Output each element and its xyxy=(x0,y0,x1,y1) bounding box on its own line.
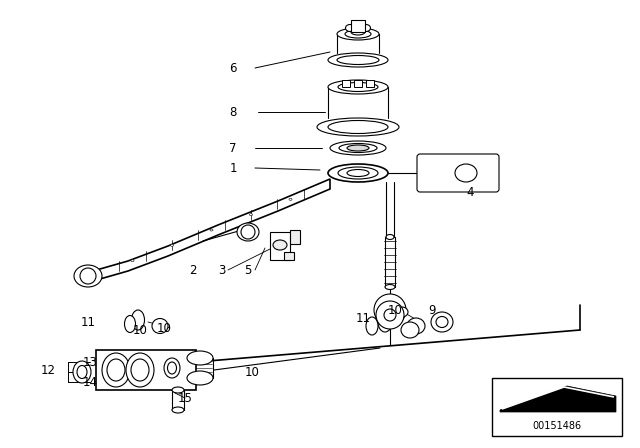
Ellipse shape xyxy=(347,169,369,177)
Ellipse shape xyxy=(346,25,355,31)
FancyBboxPatch shape xyxy=(417,154,499,192)
Ellipse shape xyxy=(187,351,213,365)
Ellipse shape xyxy=(273,240,287,250)
Ellipse shape xyxy=(131,260,134,262)
Circle shape xyxy=(374,294,406,326)
Ellipse shape xyxy=(168,362,177,374)
Text: 15: 15 xyxy=(177,392,193,405)
Ellipse shape xyxy=(338,82,378,91)
Ellipse shape xyxy=(431,312,453,332)
Ellipse shape xyxy=(73,361,91,383)
Ellipse shape xyxy=(339,143,377,152)
Bar xyxy=(366,80,374,87)
Ellipse shape xyxy=(436,316,448,327)
Ellipse shape xyxy=(337,28,379,40)
Ellipse shape xyxy=(366,317,378,335)
Ellipse shape xyxy=(386,234,394,240)
Text: 9: 9 xyxy=(428,303,436,316)
Text: 10: 10 xyxy=(388,303,403,316)
Ellipse shape xyxy=(338,167,378,179)
Ellipse shape xyxy=(131,310,145,330)
Ellipse shape xyxy=(337,56,379,65)
Ellipse shape xyxy=(107,359,125,381)
Ellipse shape xyxy=(74,265,102,287)
Text: 10: 10 xyxy=(244,366,259,379)
Ellipse shape xyxy=(378,312,392,332)
Ellipse shape xyxy=(351,29,365,35)
Ellipse shape xyxy=(455,164,477,182)
Ellipse shape xyxy=(187,371,213,385)
Ellipse shape xyxy=(152,319,168,333)
Text: 1: 1 xyxy=(229,161,237,175)
Text: 10: 10 xyxy=(132,323,147,336)
Bar xyxy=(290,230,300,244)
Ellipse shape xyxy=(354,23,362,30)
Ellipse shape xyxy=(330,141,386,155)
Text: 11: 11 xyxy=(355,311,371,324)
Ellipse shape xyxy=(77,366,87,379)
Ellipse shape xyxy=(170,244,173,246)
Text: 2: 2 xyxy=(189,263,196,276)
Bar xyxy=(284,252,294,260)
Ellipse shape xyxy=(131,359,149,381)
Ellipse shape xyxy=(396,307,408,317)
Text: 7: 7 xyxy=(229,142,237,155)
Ellipse shape xyxy=(250,214,253,215)
Bar xyxy=(351,20,365,32)
Ellipse shape xyxy=(210,229,213,231)
Text: 13: 13 xyxy=(83,356,97,369)
Bar xyxy=(492,378,622,436)
Text: 10: 10 xyxy=(157,322,172,335)
Circle shape xyxy=(241,225,255,239)
Ellipse shape xyxy=(328,121,388,134)
Ellipse shape xyxy=(164,358,180,378)
Circle shape xyxy=(376,301,404,329)
Bar xyxy=(342,80,350,87)
Circle shape xyxy=(80,268,96,284)
Ellipse shape xyxy=(237,223,259,241)
Ellipse shape xyxy=(172,407,184,413)
Polygon shape xyxy=(93,179,330,281)
Text: 11: 11 xyxy=(81,315,95,328)
Ellipse shape xyxy=(362,25,371,31)
Text: 5: 5 xyxy=(244,263,252,276)
Text: 12: 12 xyxy=(40,363,56,376)
Text: 3: 3 xyxy=(218,263,226,276)
Ellipse shape xyxy=(102,353,130,387)
Ellipse shape xyxy=(328,80,388,94)
Text: 4: 4 xyxy=(467,185,474,198)
Ellipse shape xyxy=(407,318,425,334)
Bar xyxy=(354,80,362,87)
Ellipse shape xyxy=(172,387,184,393)
Ellipse shape xyxy=(345,30,371,38)
Bar xyxy=(96,350,196,390)
Ellipse shape xyxy=(125,315,136,332)
Ellipse shape xyxy=(317,118,399,136)
Text: 6: 6 xyxy=(229,61,237,74)
Polygon shape xyxy=(500,386,616,412)
Bar xyxy=(270,232,290,260)
Text: 00151486: 00151486 xyxy=(532,421,582,431)
Ellipse shape xyxy=(328,164,388,182)
Ellipse shape xyxy=(126,353,154,387)
Ellipse shape xyxy=(385,284,395,289)
Ellipse shape xyxy=(328,53,388,67)
Ellipse shape xyxy=(401,322,419,338)
Text: 8: 8 xyxy=(229,105,237,119)
Ellipse shape xyxy=(289,198,292,200)
Text: 14: 14 xyxy=(83,375,97,388)
Circle shape xyxy=(384,309,396,321)
Ellipse shape xyxy=(347,145,369,151)
Circle shape xyxy=(383,303,397,317)
Ellipse shape xyxy=(389,312,403,324)
